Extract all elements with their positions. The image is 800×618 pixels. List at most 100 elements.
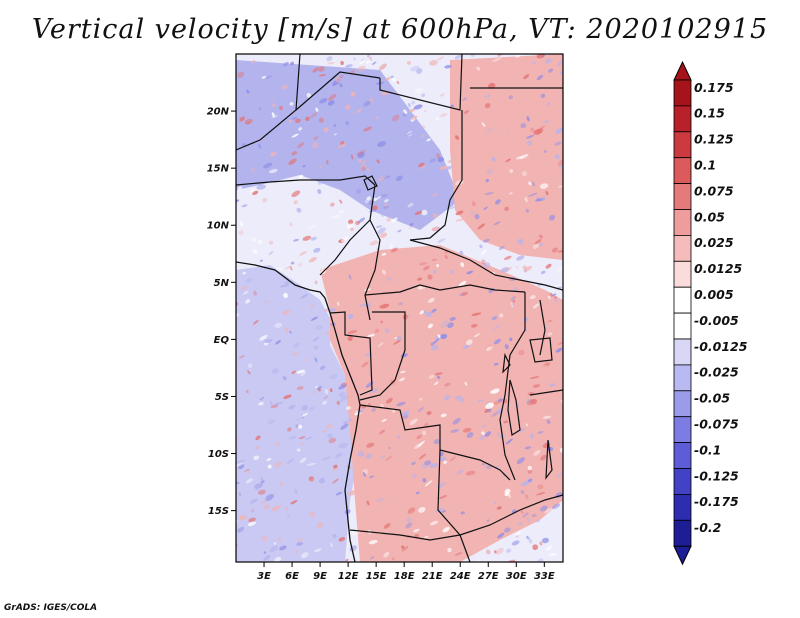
field-speck xyxy=(503,420,509,424)
field-speck xyxy=(289,265,293,271)
field-speck xyxy=(513,351,517,355)
colorbar-swatch xyxy=(673,183,692,210)
field-speck xyxy=(552,101,560,108)
field-speck xyxy=(464,109,469,115)
colorbar-swatch xyxy=(673,364,692,392)
field-speck xyxy=(481,122,486,127)
field-speck xyxy=(237,71,245,78)
field-speck xyxy=(236,520,239,524)
field-speck xyxy=(407,202,414,208)
field-speck xyxy=(357,151,365,158)
field-speck xyxy=(473,333,480,338)
field-speck xyxy=(299,251,307,256)
field-speck xyxy=(374,116,379,120)
field-speck xyxy=(431,226,441,232)
chart-title: Vertical velocity [m/s] at 600hPa, VT: 2… xyxy=(31,14,769,45)
field-speck xyxy=(316,522,323,529)
field-speck xyxy=(491,57,502,63)
field-speck xyxy=(252,249,258,254)
field-speck xyxy=(473,360,477,363)
colorbar-swatch xyxy=(673,286,692,314)
field-speck xyxy=(271,368,280,374)
field-speck xyxy=(400,327,405,332)
field-speck xyxy=(366,196,371,200)
field-speck xyxy=(286,458,295,465)
colorbar-label: -0.1 xyxy=(694,442,721,457)
border-libya-chad xyxy=(379,54,463,111)
field-speck xyxy=(493,221,501,226)
field-speck xyxy=(326,160,329,165)
field-speck xyxy=(268,168,278,174)
field-speck xyxy=(481,259,486,265)
field-speck xyxy=(318,74,327,77)
field-speck xyxy=(536,54,545,59)
field-speck xyxy=(504,206,509,211)
field-speck xyxy=(383,175,391,179)
field-speck xyxy=(324,277,328,281)
field-speck xyxy=(447,322,454,329)
field-speck xyxy=(241,204,248,208)
field-speck xyxy=(454,135,460,140)
field-speck xyxy=(375,225,383,228)
field-speck xyxy=(496,506,502,510)
field-speck xyxy=(484,431,492,437)
field-speck xyxy=(513,286,519,292)
field-speck xyxy=(277,536,282,542)
field-speck xyxy=(368,539,378,545)
field-speck xyxy=(265,75,273,79)
field-speck xyxy=(251,237,257,242)
field-speck xyxy=(291,151,298,156)
field-speck xyxy=(290,61,294,66)
field-speck xyxy=(377,363,380,368)
field-speck xyxy=(328,93,337,101)
field-speck xyxy=(411,487,420,495)
field-speck xyxy=(468,132,472,136)
field-speck xyxy=(367,54,371,58)
field-speck xyxy=(553,296,558,299)
field-speck xyxy=(509,355,518,362)
border-angola-drc xyxy=(359,404,511,481)
field-speck xyxy=(436,375,441,380)
field-speck xyxy=(434,372,443,376)
field-speck xyxy=(519,130,523,134)
field-speck xyxy=(302,164,306,168)
field-speck xyxy=(348,418,353,421)
border-nigeria-cameroon xyxy=(319,184,376,276)
field-speck xyxy=(466,548,475,556)
field-speck xyxy=(344,104,351,110)
field-speck xyxy=(409,223,414,227)
field-speck xyxy=(298,174,304,180)
field-speck xyxy=(268,240,274,245)
field-speck xyxy=(398,302,404,306)
field-speck xyxy=(332,533,337,539)
field-speck xyxy=(540,270,546,275)
field-speck xyxy=(429,463,439,468)
field-speck xyxy=(545,545,553,551)
field-speck xyxy=(417,277,423,281)
field-speck xyxy=(411,115,418,120)
field-speck xyxy=(290,261,295,265)
field-speck xyxy=(332,478,339,484)
field-speck xyxy=(288,436,297,440)
field-speck xyxy=(293,342,300,349)
field-speck xyxy=(524,197,528,202)
field-speck xyxy=(455,218,465,222)
field-speck xyxy=(424,422,429,428)
lat-tick-label: 15S xyxy=(208,506,229,517)
field-speck xyxy=(437,56,445,61)
field-speck xyxy=(324,330,334,336)
field-speck xyxy=(471,312,482,316)
lon-tick-label: 27E xyxy=(478,571,499,582)
field-speck xyxy=(340,423,349,430)
field-speck xyxy=(484,464,488,469)
field-speck xyxy=(421,93,425,97)
field-speck xyxy=(413,528,420,533)
colorbar-bottom-arrow xyxy=(673,545,692,566)
field-speck xyxy=(288,158,297,165)
field-speck xyxy=(528,538,533,544)
border-drc-east xyxy=(499,292,526,481)
field-speck xyxy=(411,172,418,179)
field-speck xyxy=(328,437,337,444)
field-speck xyxy=(518,349,525,356)
field-speck xyxy=(497,442,507,448)
